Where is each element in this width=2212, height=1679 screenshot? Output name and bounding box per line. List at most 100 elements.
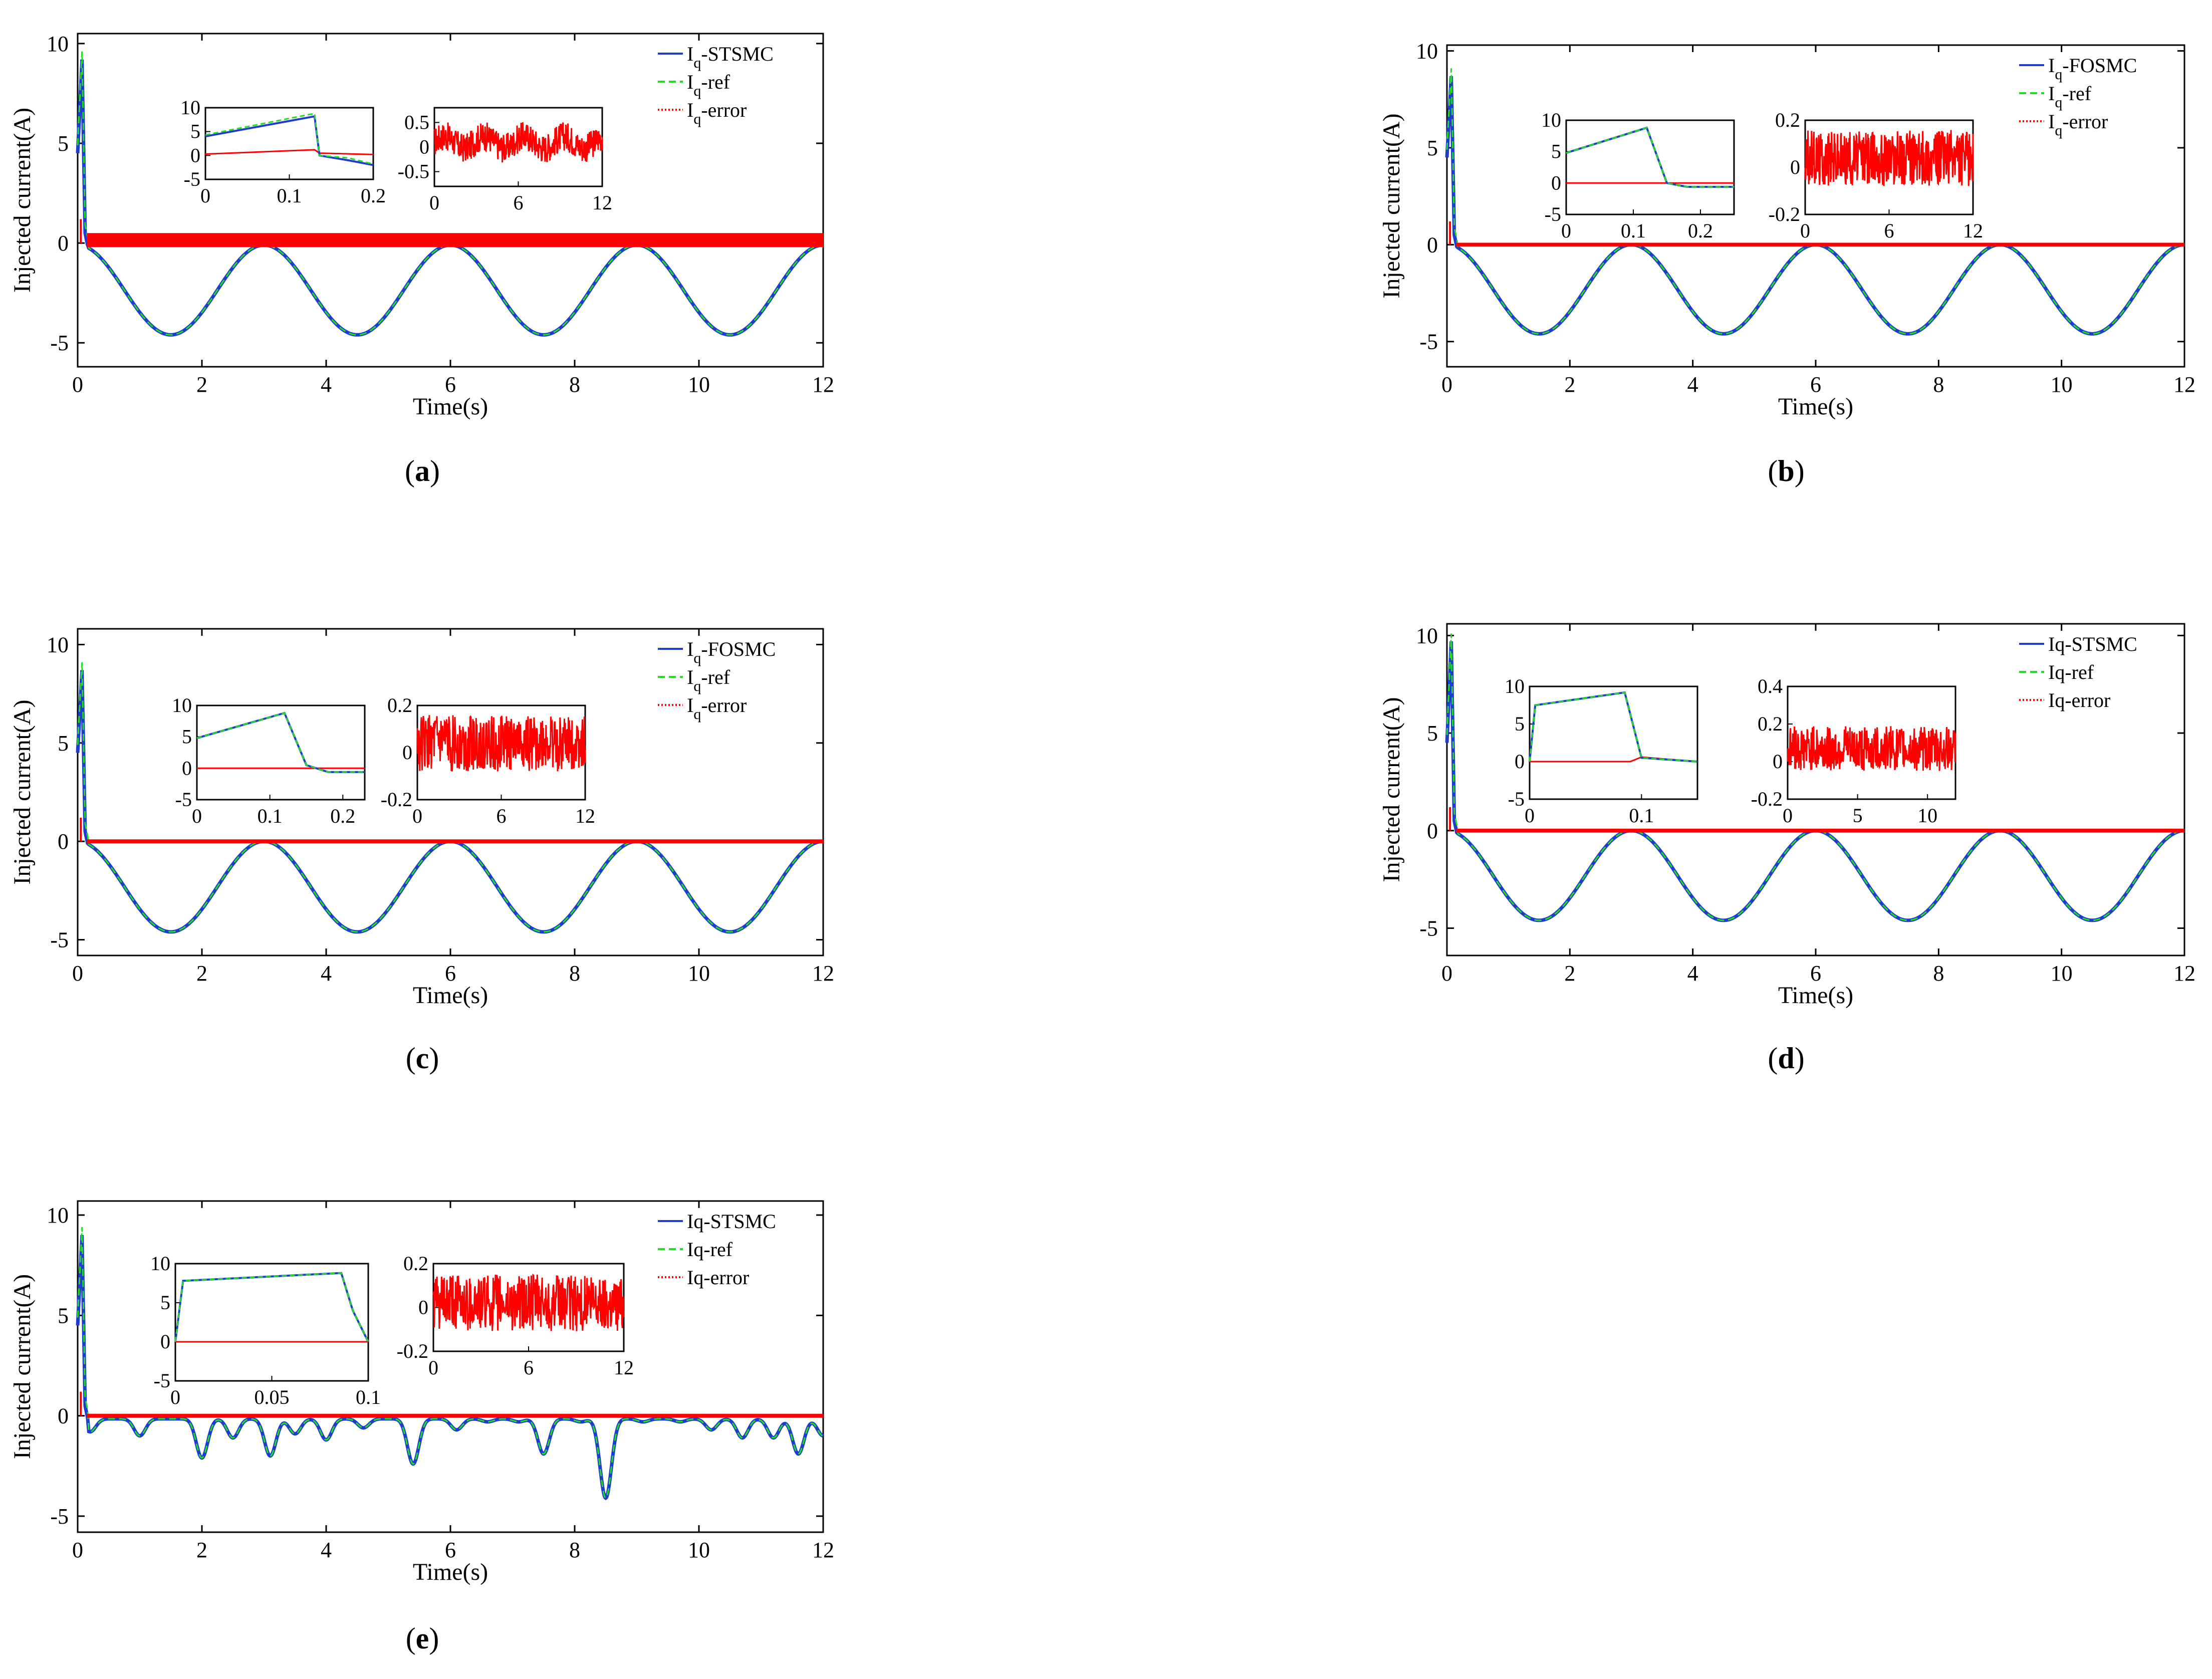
x-tick-label: 12 xyxy=(2173,961,2195,986)
inset-y-tick-label: 0 xyxy=(182,757,192,779)
y-tick-label: 10 xyxy=(47,1203,69,1228)
x-tick-label: 2 xyxy=(1564,372,1575,397)
legend-suffix: -error xyxy=(2062,110,2108,133)
inset-d-1: 0 5 100.40.20-0.2 xyxy=(1751,675,1956,827)
panel-caption: (a) xyxy=(405,454,440,488)
inset-y-tick-label: -0.2 xyxy=(381,788,412,811)
caption-letter: c xyxy=(416,1042,429,1075)
x-tick-label: 2 xyxy=(196,372,207,397)
legend-main: Iq-ref xyxy=(2048,661,2094,683)
legend-label: Iq-ref xyxy=(2048,661,2094,683)
legend-main: Iq-STSMC xyxy=(2048,633,2137,655)
x-tick-label: 4 xyxy=(1687,961,1698,986)
x-tick-label: 10 xyxy=(688,1538,710,1562)
legend-label: Iq-error xyxy=(687,1266,749,1289)
legend-label: Iq-error xyxy=(2048,689,2110,711)
x-tick-label: 4 xyxy=(1687,372,1698,397)
inset-series-error-noise xyxy=(1804,130,1974,186)
x-tick-label: 10 xyxy=(2051,372,2073,397)
y-tick-label: -5 xyxy=(50,1504,69,1529)
inset-series-error-noise xyxy=(1787,726,1956,771)
x-tick-label: 0 xyxy=(72,372,83,397)
x-tick-label: 12 xyxy=(812,1538,834,1562)
series-error-a xyxy=(87,233,824,248)
inset-x-tick-label: 12 xyxy=(1963,219,1983,242)
inset-box xyxy=(174,1263,369,1382)
inset-y-tick-label: -0.2 xyxy=(1769,203,1800,225)
legend-label: Iq-error xyxy=(2048,110,2108,139)
inset-y-tick-label: -5 xyxy=(1508,788,1525,810)
inset-e-1: 0 6 120.20-0.2 xyxy=(397,1252,634,1379)
legend-suffix: -error xyxy=(701,694,747,716)
inset-series-error-noise xyxy=(433,122,603,163)
x-axis-label: Time(s) xyxy=(1778,982,1853,1009)
legend-label: Iq-error xyxy=(687,694,747,723)
inset-x-tick-label: 0 xyxy=(170,1386,180,1408)
inset-x-tick-label: 0.1 xyxy=(356,1386,381,1408)
inset-y-tick-label: 0 xyxy=(1773,750,1783,773)
x-tick-label: 6 xyxy=(445,961,456,986)
x-tick-label: 4 xyxy=(321,372,332,397)
panel-caption: (e) xyxy=(406,1622,439,1655)
y-tick-label: 10 xyxy=(47,32,69,56)
inset-x-tick-label: 0 xyxy=(1561,219,1571,242)
inset-y-tick-label: 5 xyxy=(1515,712,1525,735)
legend-main: Iq-error xyxy=(2048,689,2110,711)
inset-x-tick-label: 0 xyxy=(192,805,202,827)
inset-a-1: 0 6 12 0.5 0-0.5 xyxy=(398,107,612,214)
inset-x-tick-label: 12 xyxy=(614,1356,634,1379)
legend-main: Iq-ref xyxy=(687,1238,733,1261)
y-tick-label: -5 xyxy=(1419,916,1438,940)
legend-suffix: -FOSMC xyxy=(701,638,776,660)
inset-series-error-noise xyxy=(416,715,586,772)
panel-caption: (d) xyxy=(1768,1042,1804,1075)
inset-y-tick-label: 0 xyxy=(1551,171,1561,194)
inset-y-tick-label: 5 xyxy=(190,120,200,143)
series-error-b xyxy=(1456,243,2184,247)
y-tick-label: -5 xyxy=(1419,330,1438,354)
inset-x-tick-label: 0.1 xyxy=(1629,804,1654,827)
x-tick-label: 6 xyxy=(445,1538,456,1562)
inset-y-tick-label: 10 xyxy=(180,96,200,119)
legend-sub: q xyxy=(693,650,701,666)
series-error-e xyxy=(87,1413,824,1418)
x-tick-label: 6 xyxy=(1810,961,1821,986)
legend-sub: q xyxy=(693,83,701,99)
y-tick-label: 0 xyxy=(58,231,69,256)
x-tick-label: 0 xyxy=(72,961,83,986)
x-tick-label: 8 xyxy=(1933,372,1944,397)
inset-y-tick-label: 0 xyxy=(419,136,429,158)
legend-main: I xyxy=(687,43,693,65)
y-tick-label: 0 xyxy=(58,1404,69,1428)
inset-x-tick-label: 0.1 xyxy=(258,805,283,827)
caption-letter: e xyxy=(416,1622,429,1655)
legend-main: I xyxy=(687,694,693,716)
inset-box xyxy=(1529,685,1698,800)
legend-suffix: -ref xyxy=(701,666,730,688)
inset-y-tick-label: 0 xyxy=(1515,750,1525,773)
inset-x-tick-label: 6 xyxy=(514,191,524,214)
caption-open: ( xyxy=(406,1622,416,1655)
inset-x-tick-label: 6 xyxy=(1884,219,1894,242)
legend-suffix: -ref xyxy=(2062,82,2091,105)
y-axis-label: Injected current(A) xyxy=(9,699,36,884)
inset-y-tick-label: 0.4 xyxy=(1758,675,1783,697)
x-tick-label: 8 xyxy=(1933,961,1944,986)
inset-y-tick-label: 5 xyxy=(160,1291,170,1314)
y-tick-label: 5 xyxy=(58,1303,69,1328)
legend-sub: q xyxy=(2055,94,2062,111)
y-axis-label: Injected current(A) xyxy=(9,108,36,293)
inset-y-tick-label: 0.2 xyxy=(387,694,412,716)
x-tick-label: 10 xyxy=(688,961,710,986)
inset-y-tick-label: 0.2 xyxy=(403,1252,428,1275)
series-reference-d xyxy=(1446,633,2185,921)
inset-y-tick-label: 10 xyxy=(1541,109,1561,131)
legend-suffix: -ref xyxy=(701,71,730,93)
inset-series-reference xyxy=(174,1272,369,1342)
